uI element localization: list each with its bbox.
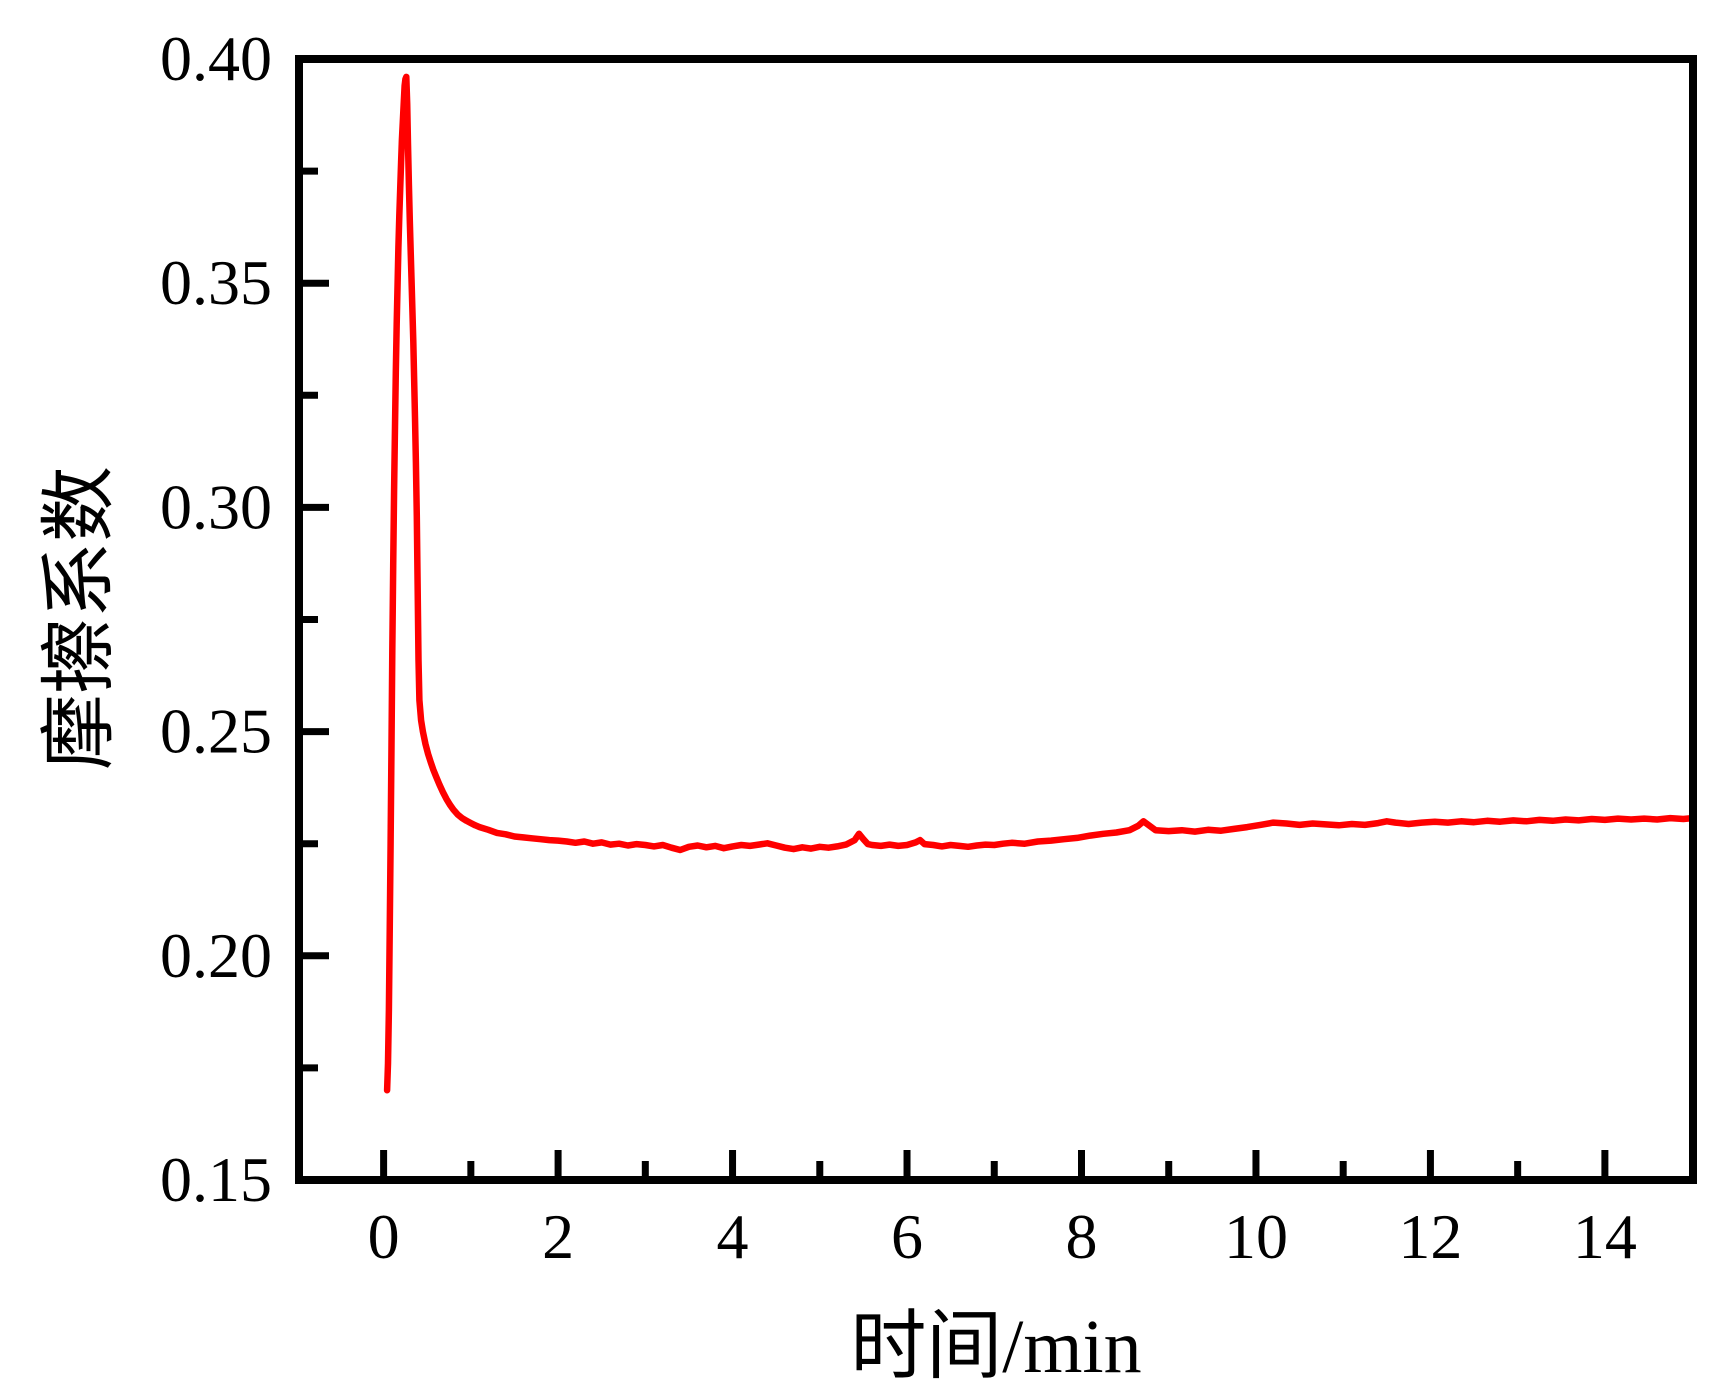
y-tick-label: 0.35 bbox=[160, 247, 272, 318]
y-tick-label: 0.40 bbox=[160, 23, 272, 94]
x-axis-title: 时间/min bbox=[850, 1305, 1142, 1387]
x-tick-label: 14 bbox=[1573, 1201, 1637, 1272]
x-tick-label: 6 bbox=[891, 1201, 923, 1272]
x-tick-label: 8 bbox=[1065, 1201, 1097, 1272]
y-tick-label: 0.15 bbox=[160, 1144, 272, 1215]
y-tick-label: 0.20 bbox=[160, 920, 272, 991]
y-tick-label: 0.25 bbox=[160, 696, 272, 767]
y-tick-label: 0.30 bbox=[160, 471, 272, 542]
x-tick-label: 12 bbox=[1398, 1201, 1462, 1272]
x-tick-label: 10 bbox=[1224, 1201, 1288, 1272]
y-axis-title: 摩擦系数 bbox=[38, 466, 122, 770]
x-tick-label: 0 bbox=[368, 1201, 400, 1272]
friction-curve bbox=[383, 73, 1696, 1094]
x-tick-label: 2 bbox=[542, 1201, 574, 1272]
plot-border bbox=[295, 55, 1697, 1184]
x-tick-label: 4 bbox=[717, 1201, 749, 1272]
